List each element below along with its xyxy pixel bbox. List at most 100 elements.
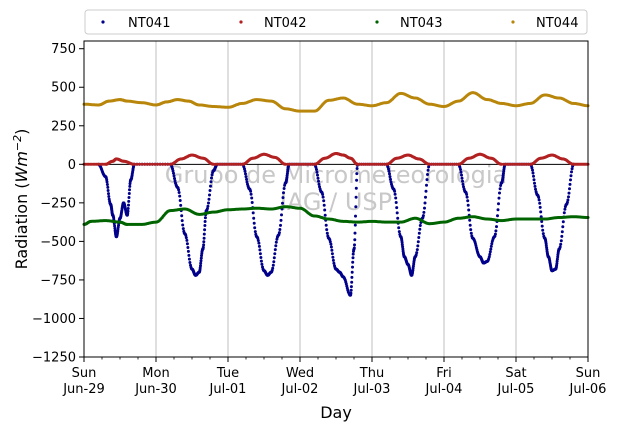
data-point (279, 223, 282, 227)
data-point (512, 162, 516, 166)
data-point (199, 264, 202, 268)
data-point (395, 206, 399, 210)
data-point (329, 245, 333, 249)
data-point (397, 226, 401, 230)
data-point (555, 262, 559, 265)
data-point (531, 168, 534, 172)
data-point (161, 162, 165, 166)
data-point (180, 214, 184, 218)
data-point (541, 228, 545, 232)
data-point (184, 236, 188, 240)
data-point (145, 162, 149, 166)
data-point (416, 240, 420, 244)
data-point (325, 228, 329, 232)
data-point (351, 265, 354, 269)
data-point (497, 196, 501, 200)
data-point (378, 162, 382, 166)
data-point (561, 220, 565, 224)
data-point (279, 218, 283, 222)
data-point (323, 208, 327, 212)
data-point (322, 199, 326, 203)
data-point (274, 244, 278, 248)
data-point (469, 231, 473, 235)
data-point (258, 252, 262, 256)
x-tick-label-date: Jul-01 (209, 382, 247, 397)
legend-marker-nt042 (239, 20, 243, 24)
data-point (364, 162, 368, 166)
data-point (257, 244, 261, 248)
data-point (466, 203, 470, 207)
data-point (203, 216, 207, 220)
data-point (199, 256, 203, 260)
data-point (107, 192, 110, 196)
data-point (186, 249, 190, 253)
data-point (202, 243, 206, 247)
data-point (539, 215, 543, 219)
x-tick-label-day: Sat (505, 366, 526, 381)
data-point (273, 248, 277, 252)
data-point (533, 184, 537, 188)
data-point (238, 162, 242, 166)
data-point (127, 199, 131, 203)
legend-label-nt041: NT041 (128, 16, 170, 31)
data-point (202, 240, 206, 244)
x-tick-label-date: Jul-06 (569, 382, 607, 397)
data-point (177, 188, 181, 192)
data-point (465, 195, 469, 199)
data-point (417, 231, 421, 235)
data-point (540, 220, 544, 223)
x-tick-label-date: Jun-29 (62, 382, 105, 397)
data-point (315, 168, 318, 171)
data-point (181, 223, 185, 227)
data-point (244, 175, 248, 179)
y-tick-label: −1000 (32, 312, 76, 327)
data-point (178, 194, 182, 198)
data-point (284, 162, 288, 166)
x-tick-label-day: Thu (359, 366, 384, 381)
data-point (459, 168, 462, 171)
data-point (321, 195, 325, 199)
data-point (422, 210, 426, 214)
data-point (306, 162, 310, 166)
data-point (107, 195, 111, 198)
data-point (224, 162, 228, 166)
data-point (541, 232, 545, 236)
data-point (350, 280, 354, 284)
data-point (273, 252, 277, 256)
series-nt042 (82, 152, 590, 166)
data-point (488, 252, 492, 256)
series-nt044 (82, 91, 590, 113)
data-point (280, 213, 283, 217)
data-point (207, 197, 211, 201)
data-point (568, 182, 572, 186)
data-point (350, 275, 354, 279)
data-point (166, 162, 170, 166)
data-point (253, 230, 257, 234)
data-point (426, 168, 430, 172)
data-point (565, 200, 569, 204)
data-point (351, 252, 355, 256)
data-point (127, 203, 130, 207)
data-point (518, 162, 522, 166)
data-point (355, 172, 359, 176)
data-point (132, 162, 136, 166)
data-point (421, 214, 425, 218)
legend-label-nt044: NT044 (536, 16, 578, 31)
data-point (387, 169, 391, 173)
data-point (332, 261, 336, 265)
data-point (469, 228, 473, 232)
data-point (418, 224, 422, 227)
data-point (188, 261, 192, 264)
data-point (250, 196, 254, 200)
data-point (316, 173, 319, 177)
data-point (181, 227, 185, 231)
data-point (514, 162, 518, 166)
x-tick-label-date: Jul-02 (281, 382, 319, 397)
data-point (559, 242, 563, 246)
data-point (351, 260, 355, 264)
data-point (504, 162, 508, 166)
data-point (185, 238, 189, 242)
y-tick-label: 750 (51, 42, 76, 57)
data-point (393, 192, 397, 196)
data-point (220, 162, 224, 166)
